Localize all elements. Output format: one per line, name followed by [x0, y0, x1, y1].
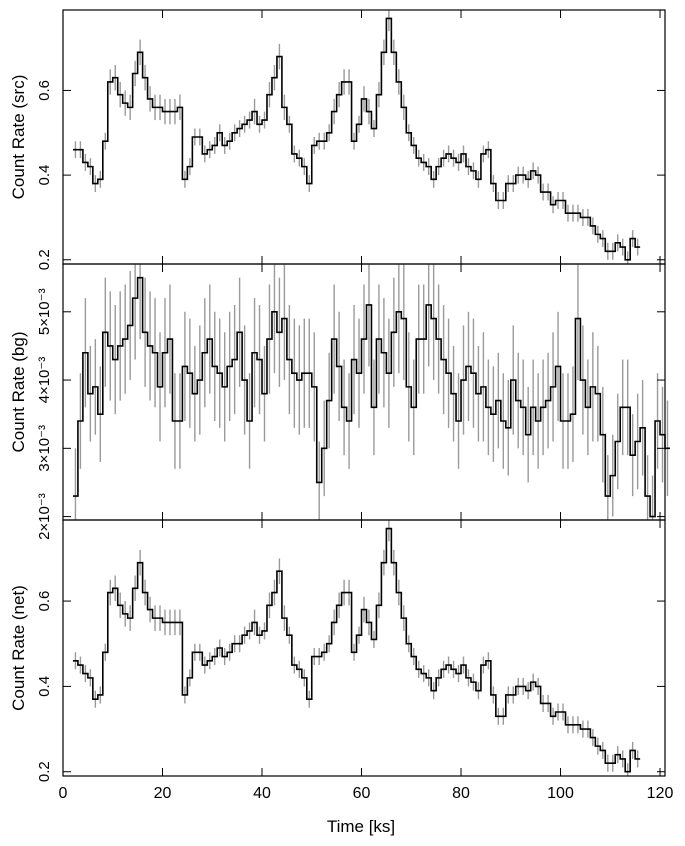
light-curve-step-line — [72, 276, 670, 518]
y-tick-label: 0.4 — [36, 165, 53, 186]
plot-frame — [62, 519, 666, 777]
y-tick-label: 0.6 — [36, 80, 53, 101]
plot-frame — [62, 9, 666, 265]
light-curve-step-line — [72, 17, 641, 261]
panel-src: 0.2 0.4 0.6 Count Rate (src) — [9, 9, 666, 270]
x-axis-label: Time [ks] — [327, 817, 395, 836]
panel-bg: 2×10⁻³ 3×10⁻³ 4×10⁻³ 5×10⁻³ Count Rate (bg) — [9, 263, 670, 540]
panel-net: 0.2 0.4 0.6 Count Rate (net) 0 20 40 60 80 100 120 — [9, 519, 674, 802]
y-tick-label: 0.2 — [36, 761, 53, 782]
y-tick-label: 2×10⁻³ — [36, 493, 53, 540]
y-tick-label: 4×10⁻³ — [36, 357, 53, 404]
x-tick-label: 80 — [452, 785, 470, 802]
y-axis-label: Count Rate (src) — [9, 75, 28, 200]
x-tick-label: 20 — [154, 785, 172, 802]
x-tick-label: 60 — [353, 785, 371, 802]
y-tick-label: 3×10⁻³ — [36, 425, 53, 472]
y-axis-label: Count Rate (bg) — [9, 332, 28, 453]
y-tick-label: 0.4 — [36, 676, 53, 697]
y-tick-label: 0.2 — [36, 249, 53, 270]
y-tick-label: 5×10⁻³ — [36, 288, 53, 335]
x-tick-label: 40 — [253, 785, 271, 802]
x-tick-label: 0 — [59, 785, 68, 802]
light-curve-step-line — [72, 527, 641, 773]
y-axis-label: Count Rate (net) — [9, 585, 28, 711]
x-tick-label: 100 — [547, 785, 574, 802]
x-tick-label: 120 — [647, 785, 674, 802]
y-tick-label: 0.6 — [36, 591, 53, 612]
